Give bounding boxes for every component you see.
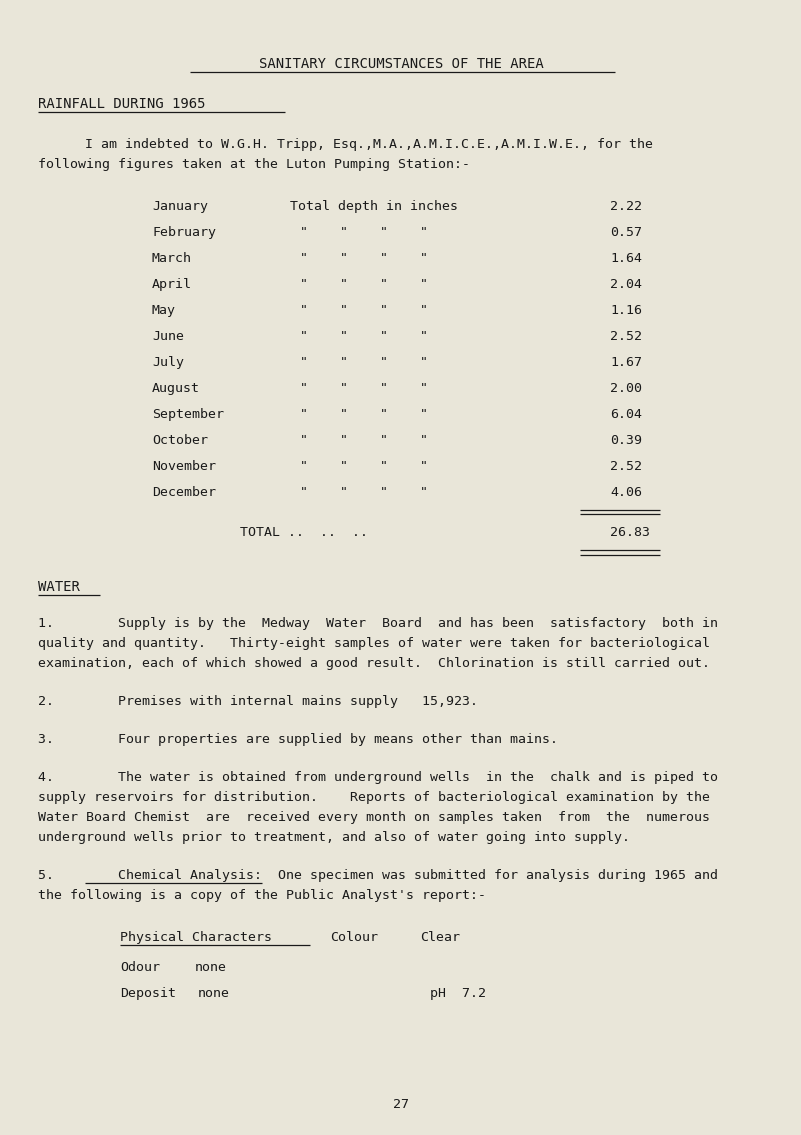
Text: 4.        The water is obtained from underground wells  in the  chalk and is pip: 4. The water is obtained from undergroun… xyxy=(38,771,718,784)
Text: "    "    "    ": " " " " xyxy=(300,434,428,447)
Text: "    "    "    ": " " " " xyxy=(300,460,428,473)
Text: "    "    "    ": " " " " xyxy=(300,407,428,421)
Text: December: December xyxy=(152,486,216,499)
Text: "    "    "    ": " " " " xyxy=(300,226,428,239)
Text: 27: 27 xyxy=(393,1098,409,1111)
Text: pH  7.2: pH 7.2 xyxy=(430,987,486,1000)
Text: 0.57: 0.57 xyxy=(610,226,642,239)
Text: WATER: WATER xyxy=(38,580,80,594)
Text: quality and quantity.   Thirty-eight samples of water were taken for bacteriolog: quality and quantity. Thirty-eight sampl… xyxy=(38,637,710,650)
Text: 1.64: 1.64 xyxy=(610,252,642,264)
Text: 2.04: 2.04 xyxy=(610,278,642,291)
Text: September: September xyxy=(152,407,224,421)
Text: Clear: Clear xyxy=(420,931,460,944)
Text: July: July xyxy=(152,356,184,369)
Text: January: January xyxy=(152,200,208,213)
Text: June: June xyxy=(152,330,184,343)
Text: "    "    "    ": " " " " xyxy=(300,330,428,343)
Text: Physical Characters: Physical Characters xyxy=(120,931,272,944)
Text: May: May xyxy=(152,304,176,317)
Text: 1.        Supply is by the  Medway  Water  Board  and has been  satisfactory  bo: 1. Supply is by the Medway Water Board a… xyxy=(38,617,718,630)
Text: 4.06: 4.06 xyxy=(610,486,642,499)
Text: November: November xyxy=(152,460,216,473)
Text: 2.52: 2.52 xyxy=(610,460,642,473)
Text: February: February xyxy=(152,226,216,239)
Text: RAINFALL DURING 1965: RAINFALL DURING 1965 xyxy=(38,96,206,111)
Text: 1.67: 1.67 xyxy=(610,356,642,369)
Text: SANITARY CIRCUMSTANCES OF THE AREA: SANITARY CIRCUMSTANCES OF THE AREA xyxy=(259,57,543,72)
Text: 26.83: 26.83 xyxy=(610,526,650,539)
Text: April: April xyxy=(152,278,192,291)
Text: underground wells prior to treatment, and also of water going into supply.: underground wells prior to treatment, an… xyxy=(38,831,630,844)
Text: 2.22: 2.22 xyxy=(610,200,642,213)
Text: Water Board Chemist  are  received every month on samples taken  from  the  nume: Water Board Chemist are received every m… xyxy=(38,812,710,824)
Text: 2.52: 2.52 xyxy=(610,330,642,343)
Text: "    "    "    ": " " " " xyxy=(300,252,428,264)
Text: 0.39: 0.39 xyxy=(610,434,642,447)
Text: August: August xyxy=(152,382,200,395)
Text: Total depth in inches: Total depth in inches xyxy=(290,200,458,213)
Text: 2.        Premises with internal mains supply   15,923.: 2. Premises with internal mains supply 1… xyxy=(38,695,478,708)
Text: Odour: Odour xyxy=(120,961,160,974)
Text: the following is a copy of the Public Analyst's report:-: the following is a copy of the Public An… xyxy=(38,889,486,902)
Text: Colour: Colour xyxy=(330,931,378,944)
Text: following figures taken at the Luton Pumping Station:-: following figures taken at the Luton Pum… xyxy=(38,158,470,171)
Text: October: October xyxy=(152,434,208,447)
Text: "    "    "    ": " " " " xyxy=(300,356,428,369)
Text: 2.00: 2.00 xyxy=(610,382,642,395)
Text: supply reservoirs for distribution.    Reports of bacteriological examination by: supply reservoirs for distribution. Repo… xyxy=(38,791,710,804)
Text: 6.04: 6.04 xyxy=(610,407,642,421)
Text: "    "    "    ": " " " " xyxy=(300,278,428,291)
Text: none: none xyxy=(198,987,230,1000)
Text: "    "    "    ": " " " " xyxy=(300,382,428,395)
Text: I am indebted to W.G.H. Tripp, Esq.,M.A.,A.M.I.C.E.,A.M.I.W.E., for the: I am indebted to W.G.H. Tripp, Esq.,M.A.… xyxy=(85,138,653,151)
Text: examination, each of which showed a good result.  Chlorination is still carried : examination, each of which showed a good… xyxy=(38,657,710,670)
Text: "    "    "    ": " " " " xyxy=(300,486,428,499)
Text: Deposit: Deposit xyxy=(120,987,176,1000)
Text: 1.16: 1.16 xyxy=(610,304,642,317)
Text: March: March xyxy=(152,252,192,264)
Text: TOTAL ..  ..  ..: TOTAL .. .. .. xyxy=(240,526,368,539)
Text: none: none xyxy=(195,961,227,974)
Text: 5.        Chemical Analysis:  One specimen was submitted for analysis during 196: 5. Chemical Analysis: One specimen was s… xyxy=(38,869,718,882)
Text: 3.        Four properties are supplied by means other than mains.: 3. Four properties are supplied by means… xyxy=(38,733,558,746)
Text: "    "    "    ": " " " " xyxy=(300,304,428,317)
